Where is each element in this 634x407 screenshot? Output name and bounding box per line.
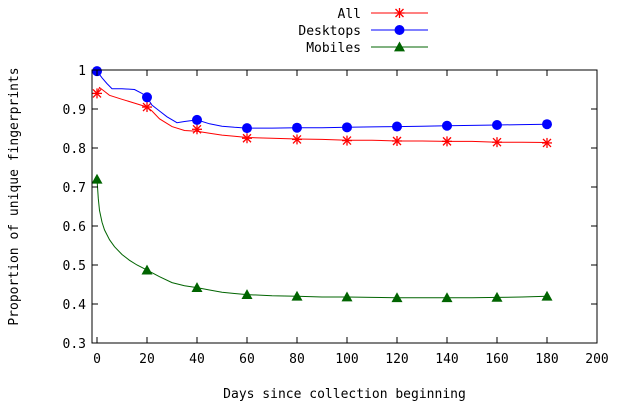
data-point-all <box>142 102 152 113</box>
x-tick-label: 40 <box>189 352 205 367</box>
x-tick-label: 20 <box>139 352 155 367</box>
data-point-all <box>342 135 352 146</box>
data-point-all <box>192 124 202 135</box>
x-tick-label: 0 <box>93 352 101 367</box>
data-point-all <box>92 88 102 99</box>
x-axis-label: Days since collection beginning <box>223 387 466 402</box>
data-point-desktops <box>292 122 302 133</box>
y-tick-label: 0.9 <box>63 103 86 118</box>
y-tick-label: 0.8 <box>63 142 86 157</box>
data-point-desktops <box>242 123 252 134</box>
series-line-all <box>96 86 548 143</box>
series-desktops <box>92 66 552 134</box>
legend: All Desktops Mobiles <box>298 7 428 56</box>
x-tick-label: 100 <box>335 352 358 367</box>
y-axis-label: Proportion of unique fingerprints <box>7 67 22 325</box>
x-tick-label: 160 <box>485 352 508 367</box>
data-point-mobiles <box>541 290 553 301</box>
ticks-layer: 0 20 40 60 80 100 120 140 160 180 200 0.3 0.4 0.5 0.6 0… <box>63 64 609 367</box>
y-tick-label: 0.3 <box>63 337 86 352</box>
series-line-mobiles <box>96 179 548 299</box>
x-tick-label: 60 <box>239 352 255 367</box>
legend-label-mobiles: Mobiles <box>306 41 361 56</box>
y-tick-label: 0.4 <box>63 298 87 313</box>
x-tick-label: 140 <box>435 352 458 367</box>
x-tick-label: 80 <box>289 352 305 367</box>
data-point-all <box>242 133 252 144</box>
data-point-mobiles <box>441 292 453 303</box>
data-point-mobiles <box>341 291 353 302</box>
data-point-desktops <box>492 119 502 130</box>
x-tick-label: 120 <box>385 352 408 367</box>
series-mobiles <box>91 173 553 303</box>
data-point-desktops <box>142 92 152 103</box>
y-tick-label: 1 <box>78 64 86 79</box>
series-layer <box>91 66 553 303</box>
y-tick-label: 0.6 <box>63 220 86 235</box>
data-point-desktops <box>542 119 552 130</box>
legend-label-desktops: Desktops <box>298 24 361 39</box>
data-point-all <box>542 137 552 148</box>
data-point-mobiles <box>91 173 103 184</box>
data-point-desktops <box>342 122 352 133</box>
data-point-all <box>292 134 302 145</box>
legend-label-all: All <box>338 7 361 22</box>
series-line-desktops <box>96 70 548 129</box>
data-point-desktops <box>192 114 202 125</box>
legend-marker-all <box>394 8 405 18</box>
x-tick-label: 200 <box>585 352 608 367</box>
data-point-mobiles <box>141 264 153 275</box>
plot-frame <box>91 69 598 344</box>
data-point-mobiles <box>391 292 403 303</box>
data-point-mobiles <box>241 289 253 300</box>
data-point-all <box>392 135 402 146</box>
data-point-desktops <box>392 121 402 132</box>
data-point-all <box>442 136 452 147</box>
y-tick-label: 0.5 <box>63 259 86 274</box>
data-point-all <box>492 137 502 148</box>
legend-marker-desktops <box>394 25 405 35</box>
data-point-mobiles <box>191 282 203 293</box>
series-all <box>92 86 552 148</box>
data-point-mobiles <box>291 290 303 301</box>
x-tick-label: 180 <box>535 352 558 367</box>
y-tick-label: 0.7 <box>63 181 86 196</box>
data-point-desktops <box>442 120 452 131</box>
data-point-mobiles <box>491 291 503 302</box>
legend-marker-mobiles <box>394 41 405 52</box>
